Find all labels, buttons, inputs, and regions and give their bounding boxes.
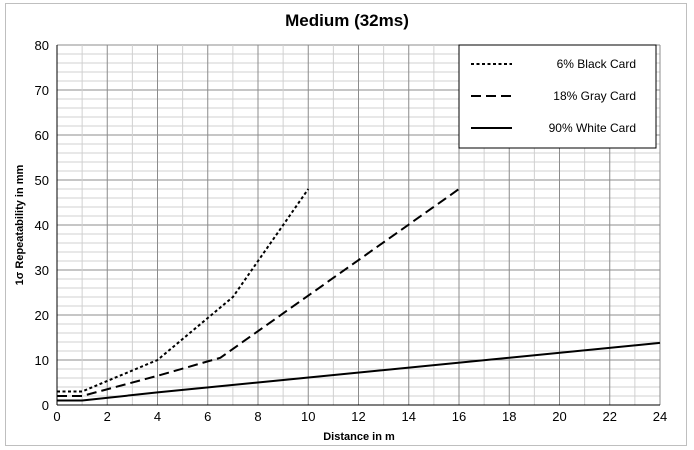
legend-label-3: 90% White Card (549, 121, 636, 135)
y-tick-label: 60 (35, 128, 49, 143)
y-tick-label: 80 (35, 38, 49, 53)
x-tick-label: 0 (53, 409, 60, 424)
y-tick-label: 30 (35, 263, 49, 278)
x-tick-label: 10 (301, 409, 315, 424)
chart-title: Medium (32ms) (285, 11, 409, 30)
x-tick-label: 20 (552, 409, 566, 424)
x-tick-label: 18 (502, 409, 516, 424)
legend-label-1: 6% Black Card (557, 57, 636, 71)
x-tick-label: 2 (104, 409, 111, 424)
x-tick-label: 16 (452, 409, 466, 424)
x-tick-label: 22 (603, 409, 617, 424)
y-tick-label: 40 (35, 218, 49, 233)
series-lines (57, 188, 661, 402)
series-line-2 (57, 188, 460, 397)
legend: 6% Black Card 18% Gray Card 90% White Card (458, 44, 657, 149)
grid (56, 44, 661, 406)
x-axis-label: Distance in m (323, 431, 395, 443)
series-line-3 (57, 341, 661, 402)
y-tick-label: 70 (35, 83, 49, 98)
legend-label-2: 18% Gray Card (553, 89, 636, 103)
x-tick-label: 8 (254, 409, 261, 424)
x-tick-label: 6 (204, 409, 211, 424)
y-tick-label: 0 (42, 398, 49, 413)
x-tick-label: 14 (402, 409, 416, 424)
x-tick-label: 12 (351, 409, 365, 424)
y-tick-label: 50 (35, 173, 49, 188)
x-tick-label: 4 (154, 409, 161, 424)
y-axis-label: 1σ Repeatability in mm (14, 164, 26, 285)
series-line-1 (57, 188, 310, 393)
y-tick-label: 10 (35, 353, 49, 368)
y-tick-label: 20 (35, 308, 49, 323)
x-tick-label: 24 (653, 409, 667, 424)
